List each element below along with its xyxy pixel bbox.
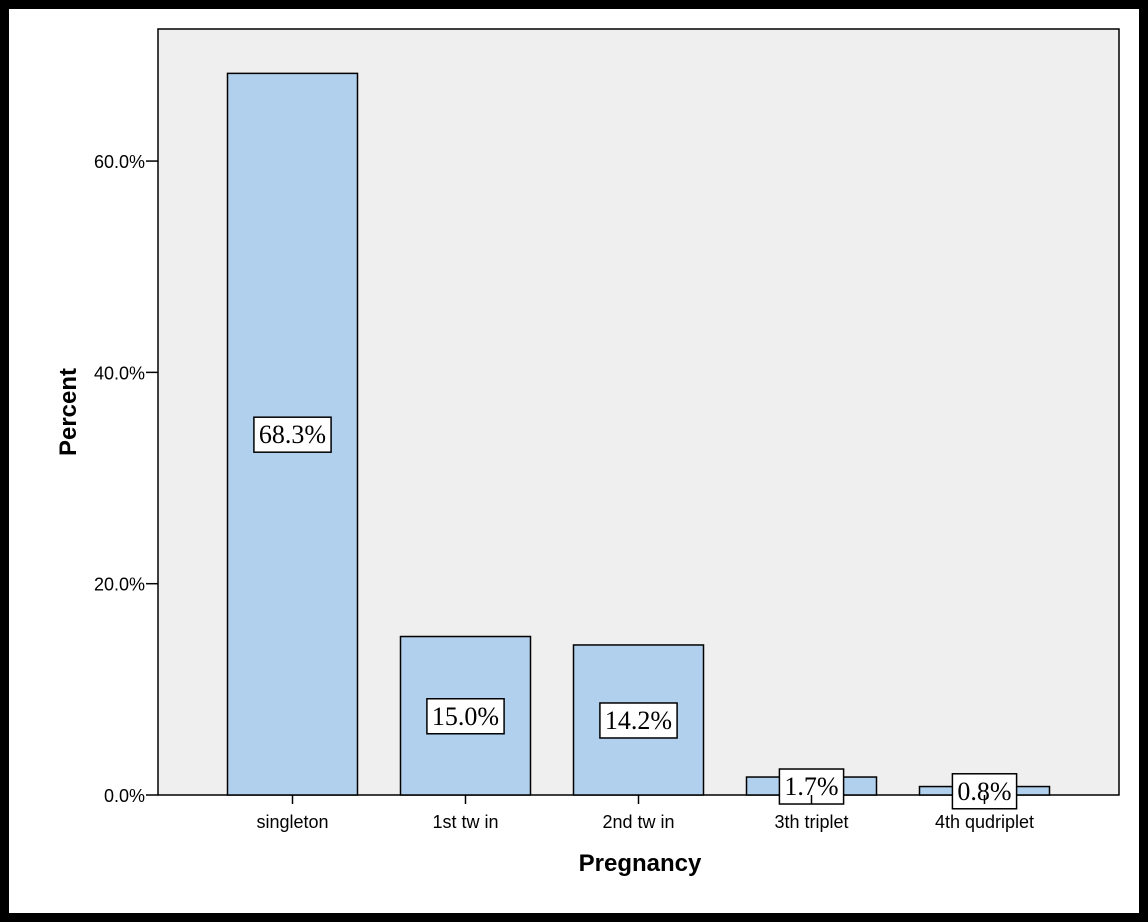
data-label-text-2: 14.2% [605,706,672,735]
data-label-box-1 [426,698,505,735]
x-tick-label-1: 1st tw in [432,812,498,832]
x-tick-label-2: 2nd tw in [602,812,674,832]
data-label-box-2 [599,702,678,739]
y-axis: 0.0% 20.0% 40.0% 60.0% [94,152,158,806]
data-label-3: 1.7% [778,768,845,805]
data-label-text-1: 15.0% [432,702,499,731]
y-tick-label-3: 60.0% [94,152,145,172]
data-labels-group: 68.3%15.0% 14.2%1.7% 0.8% [253,416,1018,810]
data-label-0: 68.3% [253,416,332,453]
x-tick-label-0: singleton [256,812,328,832]
data-label-2: 14.2% [599,702,678,739]
data-label-box-0 [253,416,332,453]
y-tick-label-2: 40.0% [94,363,145,383]
x-tick-label-4: 4th qudriplet [935,812,1034,832]
data-label-box-3 [778,768,845,805]
data-label-text-0: 68.3% [259,420,326,449]
y-axis-title: Percent [55,368,82,456]
x-axis-title: Pregnancy [579,850,702,877]
x-axis: singleton 1st tw in 2nd tw in 3th triplet 4t… [256,795,1034,832]
y-tick-label-0: 0.0% [104,786,145,806]
y-tick-label-1: 20.0% [94,575,145,595]
data-label-1: 15.0% [426,698,505,735]
x-tick-label-3: 3th triplet [774,812,848,832]
